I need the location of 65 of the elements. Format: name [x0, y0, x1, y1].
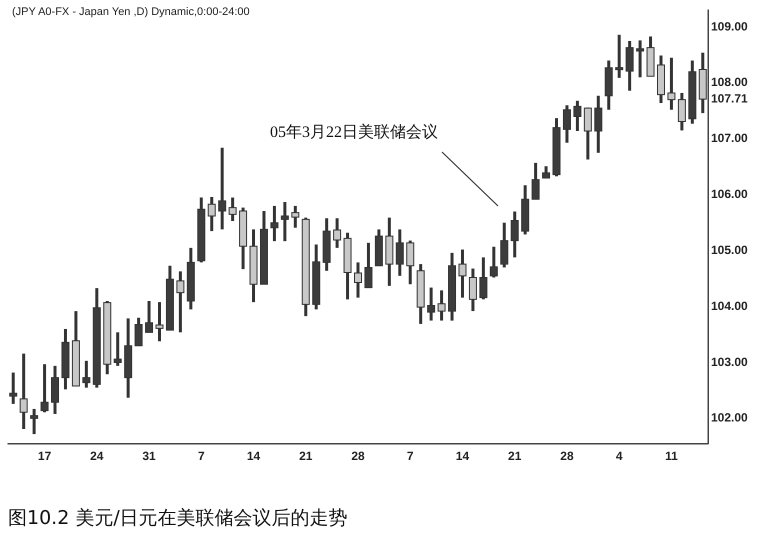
y-tick-label: 107.00 [711, 131, 748, 146]
candlestick [354, 262, 362, 298]
x-tick-label: 28 [560, 449, 574, 464]
candlestick [615, 34, 624, 78]
candlestick [134, 318, 143, 346]
y-tick-label: 109.00 [711, 19, 748, 34]
candlestick [270, 206, 278, 242]
candlestick [468, 268, 477, 312]
x-tick-label: 4 [616, 449, 623, 464]
x-tick-label: 14 [246, 449, 261, 464]
candlestick [30, 408, 38, 434]
candlestick [500, 222, 508, 268]
chart-title: (JPY A0-FX - Japan Yen ,D) Dynamic,0:00-24:00 [12, 6, 250, 18]
candlestick [573, 100, 582, 131]
candlestick [155, 302, 164, 342]
x-tick-label: 7 [406, 449, 414, 464]
y-tick-label: 104.00 [711, 298, 748, 313]
candlestick [280, 202, 289, 242]
annotation: 05年3月22日美联储会议 [270, 122, 438, 143]
candlestick [584, 108, 592, 160]
y-tick-label: 106.00 [711, 187, 748, 202]
y-tick-label: 102.00 [711, 410, 748, 425]
x-tick-label: 31 [142, 449, 156, 464]
candlestick [406, 240, 414, 284]
candlestick [532, 162, 540, 200]
candlestick [479, 257, 488, 300]
candlestick [636, 40, 644, 78]
candlestick [333, 218, 342, 248]
x-tick-label: 14 [456, 449, 470, 464]
candlestick [458, 250, 466, 298]
candlestick [427, 288, 436, 321]
caption: 图10.2 美元/日元在美联储会议后的走势 [8, 506, 348, 531]
candlestick [114, 332, 122, 366]
candlestick [208, 196, 216, 232]
candlestick [291, 206, 300, 228]
candlestick [396, 229, 404, 276]
candlestick [145, 301, 154, 333]
x-tick-label: 17 [38, 449, 52, 464]
candlestick [364, 242, 372, 288]
candlestick [82, 360, 90, 388]
candlestick [40, 364, 49, 412]
candlestick [228, 198, 237, 222]
candlestick [9, 372, 18, 404]
candlestick [542, 166, 550, 179]
candlestick [438, 290, 446, 321]
y-tick-label: 105.00 [711, 242, 748, 257]
candlestick [667, 58, 676, 110]
candlestick [562, 105, 571, 143]
candlestick [176, 271, 184, 332]
x-tick-label: 21 [508, 449, 522, 464]
x-tick-label: 21 [299, 449, 313, 464]
candlestick [626, 40, 634, 91]
x-tick-label: 7 [198, 449, 205, 464]
x-tick-label: 11 [665, 449, 678, 464]
candlestick [678, 92, 686, 130]
x-tick-label: 28 [351, 449, 365, 464]
y-tick-label: 103.00 [711, 354, 748, 369]
candlestick [218, 148, 226, 230]
candlestick [20, 354, 28, 430]
candlestick [490, 246, 498, 278]
x-tick-label: 24 [90, 449, 104, 464]
y-tick-label: 108.00 [711, 75, 748, 90]
candlestick [594, 96, 602, 153]
candlestick [510, 212, 519, 258]
y-tick-label: 107.71 [711, 91, 748, 106]
